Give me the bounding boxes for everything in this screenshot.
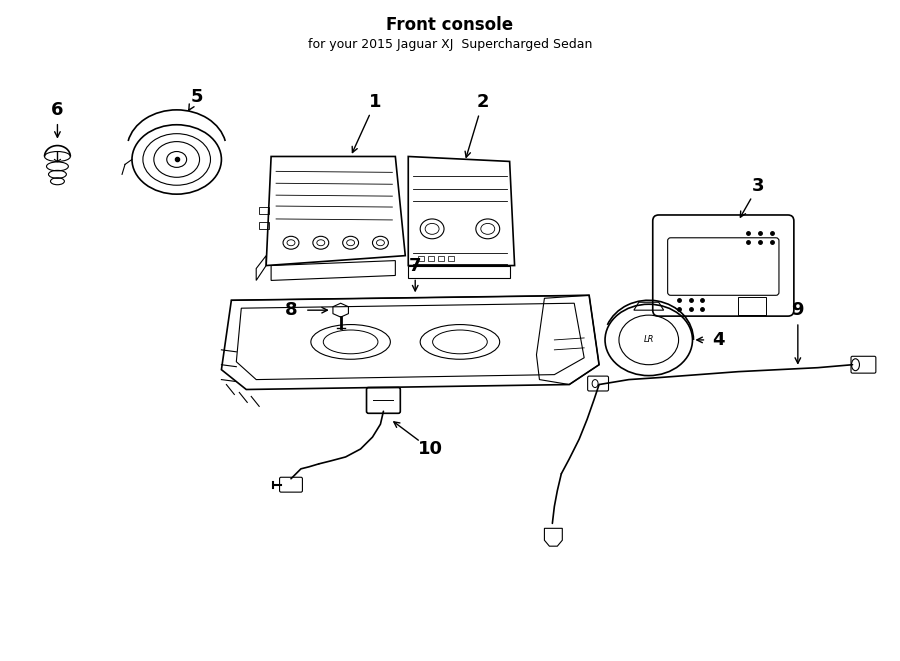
- Text: 8: 8: [284, 301, 297, 319]
- Text: 6: 6: [51, 101, 64, 119]
- Text: 9: 9: [792, 301, 804, 319]
- Bar: [738, 297, 766, 315]
- Text: 4: 4: [712, 331, 724, 349]
- Text: Front console: Front console: [386, 16, 514, 34]
- Text: 1: 1: [369, 93, 382, 111]
- Bar: [259, 207, 269, 214]
- Text: for your 2015 Jaguar XJ  Supercharged Sedan: for your 2015 Jaguar XJ Supercharged Sed…: [308, 38, 592, 51]
- Text: 5: 5: [190, 88, 203, 106]
- Text: 2: 2: [476, 93, 489, 111]
- Text: 7: 7: [409, 256, 421, 274]
- Text: 3: 3: [752, 177, 764, 195]
- Bar: [259, 222, 269, 229]
- Bar: [438, 256, 444, 260]
- Text: LR: LR: [644, 335, 654, 344]
- Bar: [428, 256, 434, 260]
- Text: 10: 10: [418, 440, 443, 458]
- Bar: [448, 256, 454, 260]
- Bar: [418, 256, 424, 260]
